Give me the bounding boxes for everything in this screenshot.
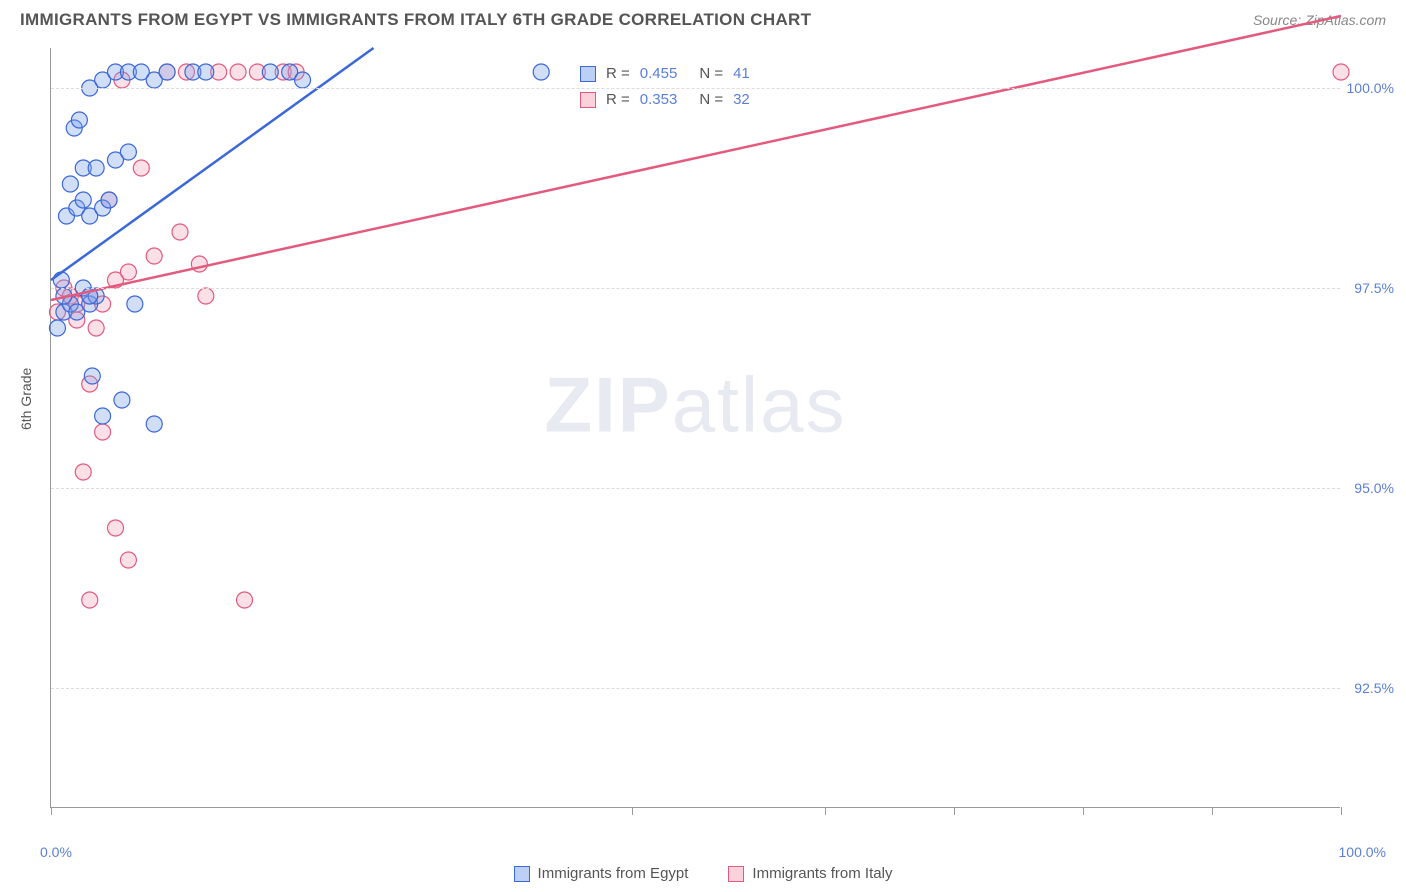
data-point bbox=[84, 368, 100, 384]
gridline bbox=[51, 288, 1340, 289]
data-point bbox=[120, 144, 136, 160]
y-axis-label: 6th Grade bbox=[18, 368, 34, 430]
data-point bbox=[101, 192, 117, 208]
x-tick bbox=[954, 807, 955, 815]
x-tick bbox=[1083, 807, 1084, 815]
x-tick bbox=[632, 807, 633, 815]
data-point bbox=[295, 72, 311, 88]
data-point bbox=[108, 520, 124, 536]
legend-item-egypt: Immigrants from Egypt bbox=[514, 865, 689, 882]
y-tick-label: 95.0% bbox=[1354, 480, 1394, 496]
data-point bbox=[172, 224, 188, 240]
r-value-egypt: 0.455 bbox=[640, 65, 678, 82]
legend-swatch-italy bbox=[580, 92, 596, 108]
data-point bbox=[62, 176, 78, 192]
data-point bbox=[120, 264, 136, 280]
data-point bbox=[262, 64, 278, 80]
x-tick bbox=[51, 807, 52, 815]
data-point bbox=[230, 64, 246, 80]
y-tick-label: 92.5% bbox=[1354, 680, 1394, 696]
data-point bbox=[114, 392, 130, 408]
data-point bbox=[533, 64, 549, 80]
r-label: R = bbox=[606, 65, 630, 82]
n-label: N = bbox=[699, 65, 723, 82]
y-tick-label: 97.5% bbox=[1354, 280, 1394, 296]
chart-title: IMMIGRANTS FROM EGYPT VS IMMIGRANTS FROM… bbox=[20, 10, 811, 30]
legend-label-italy: Immigrants from Italy bbox=[752, 865, 892, 882]
data-point bbox=[53, 272, 69, 288]
n-label: N = bbox=[699, 91, 723, 108]
data-point bbox=[127, 296, 143, 312]
data-point bbox=[95, 424, 111, 440]
legend-swatch-egypt bbox=[514, 866, 530, 882]
trend-line bbox=[51, 16, 1341, 300]
data-point bbox=[71, 112, 87, 128]
r-value-italy: 0.353 bbox=[640, 91, 678, 108]
x-tick bbox=[1212, 807, 1213, 815]
data-point bbox=[88, 320, 104, 336]
data-point bbox=[159, 64, 175, 80]
data-point bbox=[82, 592, 98, 608]
legend-item-italy: Immigrants from Italy bbox=[728, 865, 892, 882]
data-point bbox=[120, 552, 136, 568]
x-tick bbox=[1341, 807, 1342, 815]
data-point bbox=[95, 408, 111, 424]
data-point bbox=[49, 320, 65, 336]
data-point bbox=[75, 464, 91, 480]
data-point bbox=[146, 416, 162, 432]
n-value-italy: 32 bbox=[733, 91, 750, 108]
gridline bbox=[51, 88, 1340, 89]
n-value-egypt: 41 bbox=[733, 65, 750, 82]
bottom-legend: Immigrants from Egypt Immigrants from It… bbox=[0, 865, 1406, 882]
gridline bbox=[51, 488, 1340, 489]
legend-italy-stats: R = 0.353 N = 32 bbox=[571, 88, 759, 111]
chart-plot-area: ZIPatlas R = 0.455 N = 41 R = 0.353 N = … bbox=[50, 48, 1340, 808]
data-point bbox=[75, 192, 91, 208]
gridline bbox=[51, 688, 1340, 689]
legend-swatch-italy bbox=[728, 866, 744, 882]
data-point bbox=[133, 160, 149, 176]
legend-label-egypt: Immigrants from Egypt bbox=[538, 865, 689, 882]
data-point bbox=[198, 288, 214, 304]
r-label: R = bbox=[606, 91, 630, 108]
data-point bbox=[237, 592, 253, 608]
legend-egypt-stats: R = 0.455 N = 41 bbox=[571, 62, 759, 85]
x-tick bbox=[825, 807, 826, 815]
data-point bbox=[198, 64, 214, 80]
data-point bbox=[1333, 64, 1349, 80]
legend-swatch-egypt bbox=[580, 66, 596, 82]
y-tick-label: 100.0% bbox=[1347, 80, 1394, 96]
x-tick-label: 100.0% bbox=[1339, 844, 1386, 860]
scatter-plot-svg bbox=[51, 48, 1340, 807]
data-point bbox=[146, 248, 162, 264]
x-tick-label: 0.0% bbox=[40, 844, 72, 860]
data-point bbox=[88, 160, 104, 176]
